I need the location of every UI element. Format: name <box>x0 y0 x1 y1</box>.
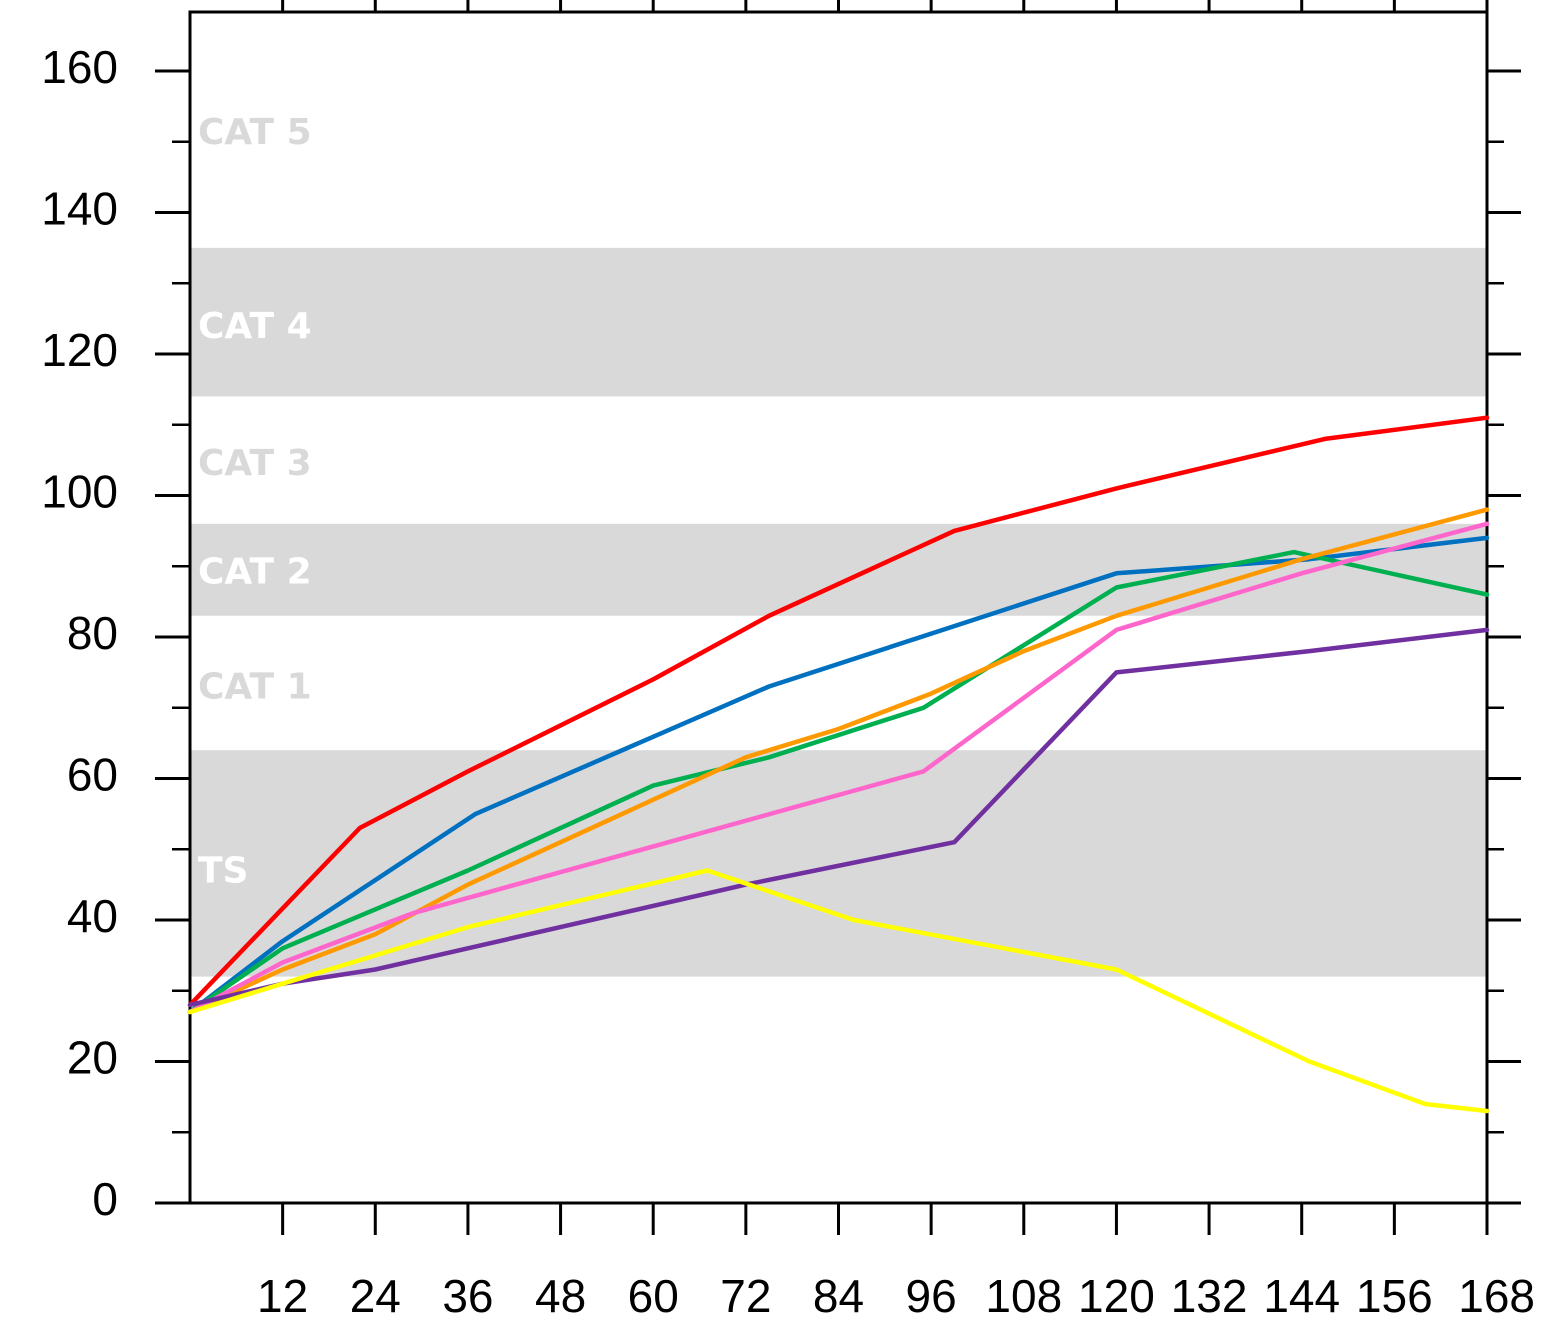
band-ts <box>190 750 1487 977</box>
x-axis-tick-labels: 12 24 36 48 60 72 84 96 108 120 132 144 156 168 <box>257 1270 1535 1322</box>
y-tick-label-140: 140 <box>41 183 118 235</box>
x-tick-label-120: 120 <box>1078 1270 1155 1322</box>
y-axis-tick-labels: 0 20 40 60 80 100 120 140 160 <box>41 41 118 1225</box>
x-tick-label-72: 72 <box>720 1270 771 1322</box>
band-labels: TS CAT 1 CAT 2 CAT 3 CAT 4 CAT 5 <box>198 112 312 891</box>
x-tick-label-108: 108 <box>985 1270 1062 1322</box>
x-tick-label-12: 12 <box>257 1270 308 1322</box>
band-cat-4 <box>190 247 1487 397</box>
y-tick-label-100: 100 <box>41 466 118 518</box>
y-tick-label-120: 120 <box>41 324 118 376</box>
y-tick-label-160: 160 <box>41 41 118 93</box>
band-label-cat-3: CAT 3 <box>198 443 312 484</box>
series-lines <box>187 415 1490 1114</box>
band-label-cat-2: CAT 2 <box>198 551 312 592</box>
series-line-5 <box>187 521 1490 1015</box>
band-label-cat-5: CAT 5 <box>198 112 312 153</box>
x-tick-label-168: 168 <box>1458 1270 1535 1322</box>
y-tick-label-80: 80 <box>67 607 118 659</box>
x-tick-label-156: 156 <box>1356 1270 1433 1322</box>
y-tick-label-60: 60 <box>67 749 118 801</box>
x-tick-label-60: 60 <box>628 1270 679 1322</box>
band-label-ts: TS <box>198 850 248 891</box>
series-line-3 <box>187 549 1490 1015</box>
x-tick-label-48: 48 <box>535 1270 586 1322</box>
y-tick-label-40: 40 <box>67 890 118 942</box>
y-tick-label-20: 20 <box>67 1032 118 1084</box>
y-tick-label-0: 0 <box>92 1173 118 1225</box>
series-line-7 <box>187 868 1490 1114</box>
plot-frame <box>188 10 1489 1205</box>
x-tick-label-36: 36 <box>442 1270 493 1322</box>
x-tick-label-24: 24 <box>350 1270 401 1322</box>
x-tick-label-84: 84 <box>813 1270 864 1322</box>
band-label-cat-4: CAT 4 <box>198 306 312 347</box>
band-cat-2 <box>190 523 1487 616</box>
x-tick-label-144: 144 <box>1263 1270 1340 1322</box>
axis-ticks <box>155 0 1521 1235</box>
series-line-4 <box>187 507 1490 1015</box>
series-line-1 <box>187 415 1490 1008</box>
x-tick-label-132: 132 <box>1171 1270 1248 1322</box>
x-tick-label-96: 96 <box>906 1270 957 1322</box>
band-label-cat-1: CAT 1 <box>198 666 312 707</box>
